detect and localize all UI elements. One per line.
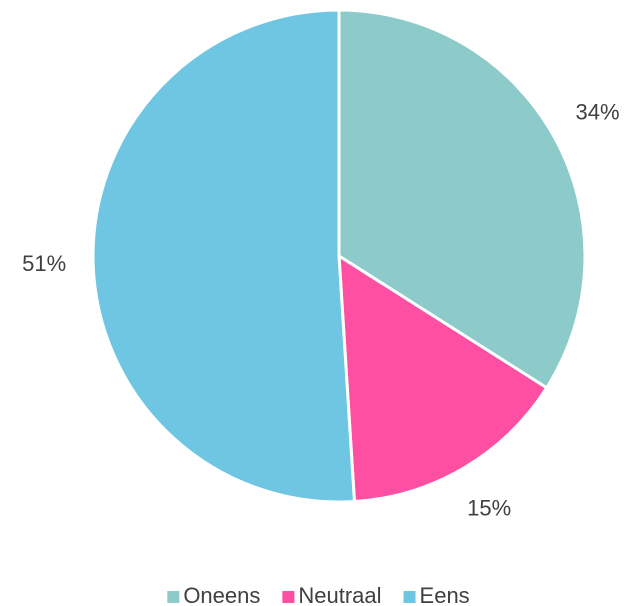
pie-slice — [91, 8, 357, 504]
data-label: 51% — [22, 251, 66, 276]
data-label: 15% — [467, 496, 511, 521]
legend-swatch — [403, 591, 416, 603]
legend-label: Oneens — [183, 583, 260, 606]
legend-swatch — [282, 591, 295, 603]
legend-swatch — [167, 591, 180, 603]
pie-slice — [337, 253, 549, 504]
legend-label: Eens — [420, 583, 470, 606]
legend-label: Neutraal — [298, 583, 381, 606]
data-label: 34% — [575, 100, 619, 125]
